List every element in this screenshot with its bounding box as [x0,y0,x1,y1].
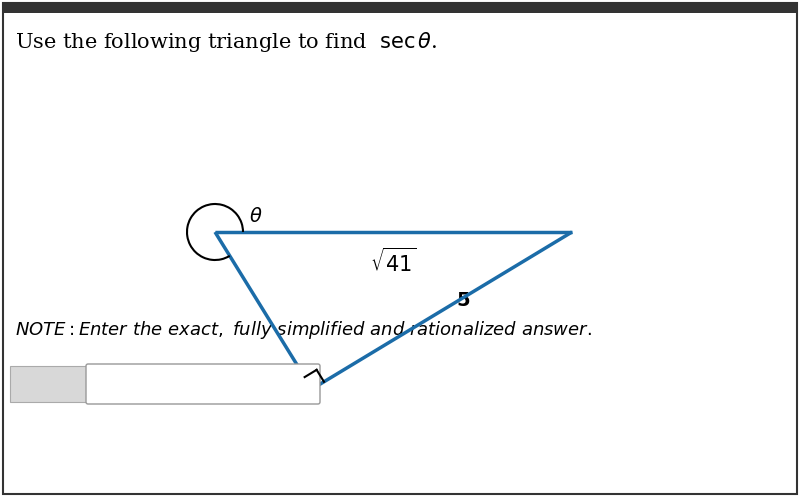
FancyBboxPatch shape [86,364,320,404]
Text: $\sqrt{41}$: $\sqrt{41}$ [370,248,417,276]
Text: $\mathbf{5}$: $\mathbf{5}$ [456,292,470,310]
Text: $\mathit{NOTE: Enter\ the\ exact,\ fully\ simplified\ and\ rationalized\ answer.: $\mathit{NOTE: Enter\ the\ exact,\ fully… [15,319,592,341]
Text: Use the following triangle to find  $\mathrm{sec}\,\theta$.: Use the following triangle to find $\mat… [15,30,438,54]
FancyBboxPatch shape [10,366,88,402]
Text: $\theta$: $\theta$ [249,207,262,226]
Text: $\mathrm{sec}\,\theta =$: $\mathrm{sec}\,\theta =$ [15,375,83,394]
Bar [3,3,797,13]
